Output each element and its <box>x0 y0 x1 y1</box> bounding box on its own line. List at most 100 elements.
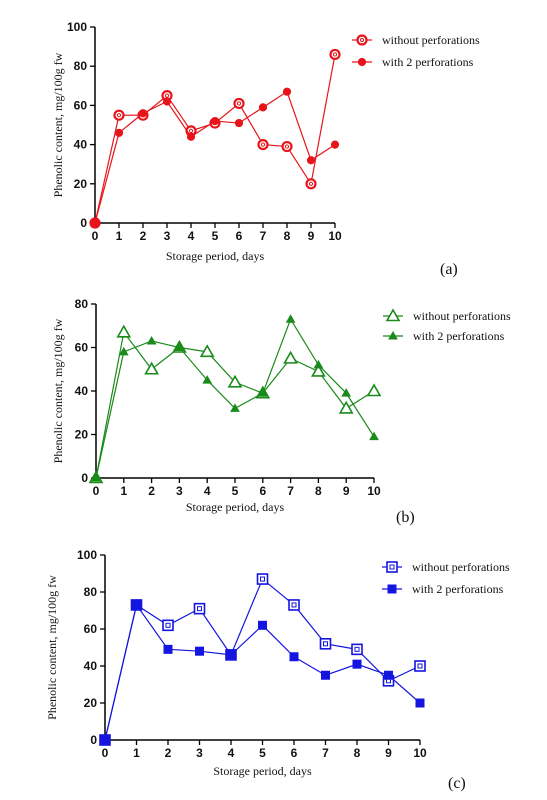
data-point <box>311 363 326 377</box>
x-tick-label: 2 <box>140 229 147 243</box>
legend-label: without perforations <box>412 560 510 574</box>
data-point <box>146 335 157 345</box>
data-point <box>162 97 172 106</box>
x-tick-label: 7 <box>260 229 267 243</box>
data-point <box>338 400 354 414</box>
y-tick-label: 100 <box>77 548 97 562</box>
data-point <box>234 118 244 128</box>
y-tick-label: 0 <box>81 471 88 485</box>
data-point <box>282 87 292 96</box>
x-tick-label: 4 <box>204 484 211 498</box>
y-tick-label: 60 <box>75 341 89 355</box>
data-point <box>257 139 269 151</box>
data-point <box>329 48 341 61</box>
series-2 <box>90 87 340 228</box>
x-tick-label: 9 <box>343 484 350 498</box>
data-point <box>186 132 196 141</box>
data-point <box>258 620 267 630</box>
data-point <box>321 670 330 680</box>
y-tick-label: 60 <box>84 622 98 636</box>
x-tick-label: 4 <box>228 746 235 760</box>
data-point <box>289 652 299 662</box>
legend-marker <box>387 584 397 594</box>
data-point <box>195 646 204 656</box>
x-tick-label: 0 <box>102 746 109 760</box>
x-tick-label: 0 <box>93 484 100 498</box>
x-tick-label: 3 <box>176 484 183 498</box>
y-axis-label: Phenolic content, mg/100g fw <box>51 52 65 197</box>
series-line <box>95 317 375 479</box>
data-point-inner <box>236 101 242 106</box>
series-line <box>94 54 336 224</box>
series-1 <box>89 48 341 229</box>
data-point-inner <box>308 181 314 186</box>
x-tick-label: 10 <box>413 746 427 760</box>
data-point <box>113 109 125 121</box>
data-point <box>341 388 352 397</box>
x-tick-label: 7 <box>322 746 329 760</box>
data-point <box>330 140 340 149</box>
legend-marker <box>385 308 401 322</box>
data-point <box>233 97 245 110</box>
legend-label: with 2 perforations <box>412 582 504 596</box>
data-point-inner <box>291 602 297 608</box>
x-axis-label: Storage period, days <box>166 249 265 263</box>
y-tick-label: 20 <box>84 696 98 710</box>
data-point <box>288 599 300 611</box>
x-tick-label: 6 <box>259 484 266 498</box>
x-axis-label: Storage period, days <box>213 764 312 778</box>
data-point-inner <box>116 113 122 118</box>
x-tick-label: 8 <box>354 746 361 760</box>
y-tick-label: 80 <box>74 59 88 73</box>
panel-label: (c) <box>448 775 466 792</box>
legend-label: without perforations <box>382 33 480 47</box>
data-point <box>285 314 296 323</box>
data-point-inner <box>164 93 170 98</box>
data-point <box>193 602 206 615</box>
series-1 <box>99 573 426 746</box>
data-point-inner <box>284 144 290 149</box>
data-point-inner <box>354 646 360 652</box>
y-tick-label: 60 <box>74 98 88 112</box>
x-tick-label: 5 <box>232 484 239 498</box>
legend-marker <box>386 561 398 573</box>
x-tick-label: 6 <box>291 746 298 760</box>
legend: without perforations with 2 perforations <box>352 33 480 69</box>
data-point <box>281 140 293 153</box>
y-axis-label: Phenolic content, mg/100g fw <box>45 575 59 720</box>
x-tick-label: 2 <box>148 484 155 498</box>
x-tick-label: 7 <box>287 484 294 498</box>
x-tick-label: 8 <box>284 229 291 243</box>
data-point <box>116 324 132 338</box>
data-point <box>144 361 159 375</box>
data-point-inner <box>323 641 328 647</box>
data-point <box>352 659 362 669</box>
y-tick-label: 0 <box>90 733 97 747</box>
x-tick-label: 0 <box>92 229 99 243</box>
data-point-inner <box>332 52 338 57</box>
chart-panel-1: 0 20 40 60 80 100 0 1 2 3 4 5 6 7 8 9 10 Storage period, … <box>51 20 480 278</box>
data-point <box>202 375 213 384</box>
data-point-inner <box>165 622 171 628</box>
data-point <box>319 637 332 650</box>
x-tick-label: 9 <box>308 229 315 243</box>
y-tick-label: 20 <box>74 177 88 191</box>
legend-label: with 2 perforations <box>413 329 505 343</box>
y-tick-label: 80 <box>84 585 98 599</box>
x-tick-label: 8 <box>315 484 322 498</box>
x-tick-label: 4 <box>188 229 195 243</box>
legend-label: with 2 perforations <box>382 55 474 69</box>
y-tick-label: 100 <box>67 20 87 34</box>
panel-label: (b) <box>396 509 415 526</box>
data-point <box>366 383 382 397</box>
y-tick-label: 40 <box>84 659 98 673</box>
data-point <box>210 116 220 126</box>
data-point <box>230 403 240 412</box>
data-point <box>132 600 141 610</box>
data-point <box>227 374 243 388</box>
x-tick-label: 1 <box>133 746 140 760</box>
x-tick-label: 2 <box>165 746 172 760</box>
data-point-inner <box>260 142 266 147</box>
data-point-inner <box>417 663 423 669</box>
